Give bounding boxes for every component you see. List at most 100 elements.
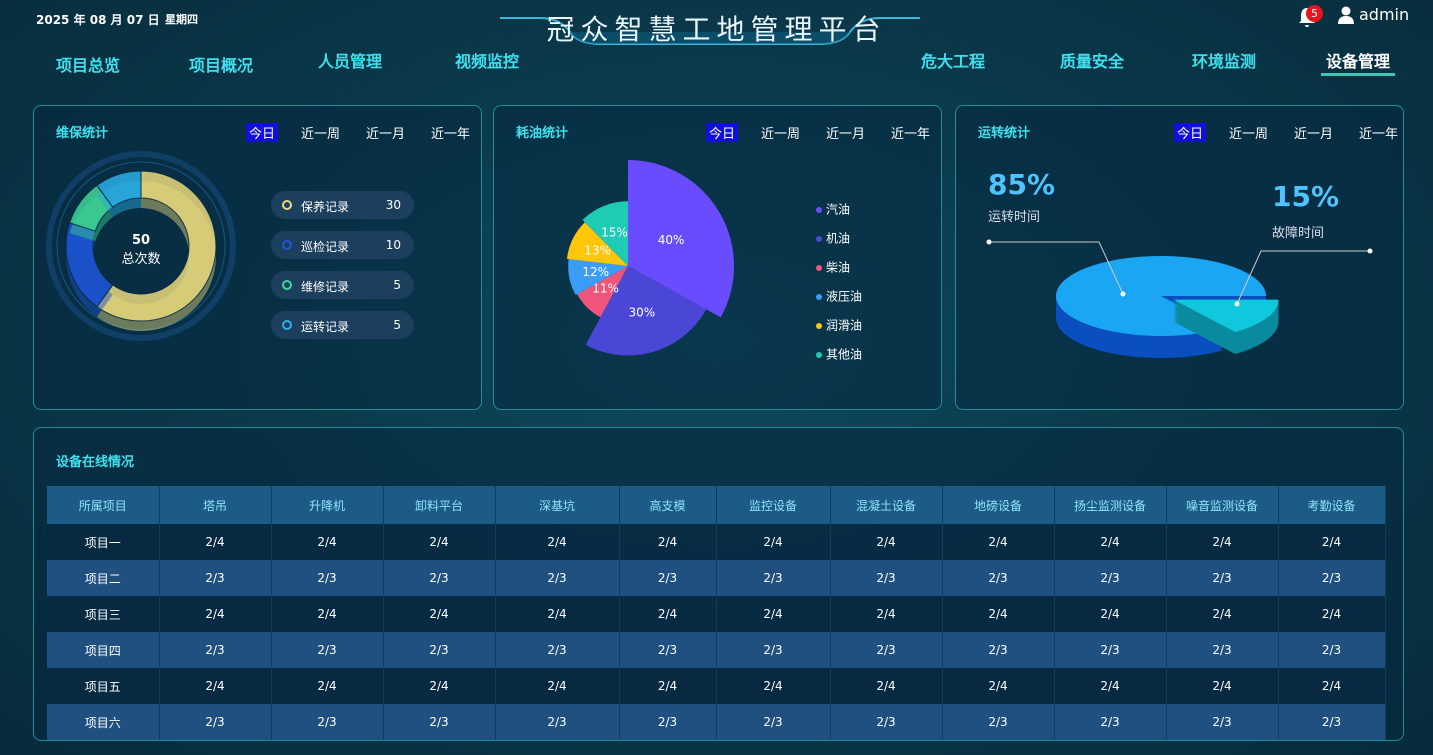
tab[interactable]: 近一周 [301,127,341,142]
donut-segment [96,170,142,208]
pie-slice [568,259,628,295]
pie-label: 12% [582,265,609,279]
table-row: 项目六 2/3 2/3 2/3 2/3 2/3 2/3 2/3 2/3 2/3 2/3 2/3 [47,704,1386,740]
table-cell: 2/4 [830,524,943,560]
table-cell: 2/3 [830,560,943,596]
notification-badge[interactable]: 5 [1306,5,1323,22]
nav-item[interactable]: 视频监控 [454,52,520,71]
pie3d-chart [986,239,1373,358]
table-row: 项目一 2/4 2/4 2/4 2/4 2/4 2/4 2/4 2/4 2/4 2/4 2/4 [47,524,1386,560]
column-header: 高支模 [619,486,717,524]
pie-label: 13% [584,244,611,258]
leader-dot [986,239,992,245]
table-cell: 2/4 [1278,596,1386,632]
nav-item[interactable]: 人员管理 [317,52,383,71]
table-cell: 2/4 [1278,524,1386,560]
table-cell: 2/4 [619,596,717,632]
pie-slice [628,160,734,318]
legend-name: 柴油 [826,261,850,275]
table-cell: 2/4 [1054,596,1167,632]
table-cell: 2/4 [830,668,943,704]
table-cell: 2/3 [942,560,1055,596]
legend-name: 其他油 [826,348,862,362]
table-cell: 2/4 [495,668,620,704]
pie-label: 30% [629,306,656,320]
tab[interactable]: 近一周 [1229,127,1269,142]
table-cell: 2/4 [271,596,384,632]
tab[interactable]: 近一年 [891,127,931,142]
table-row: 项目三 2/4 2/4 2/4 2/4 2/4 2/4 2/4 2/4 2/4 2/4 2/4 [47,596,1386,632]
nav-active-indicator [1321,73,1395,76]
user-name[interactable]: admin [1359,5,1410,24]
tab-group: 今日 近一周 近一月 近一年 [246,123,473,142]
tab[interactable]: 近一年 [1359,127,1399,142]
tab[interactable]: 今日 [706,123,739,142]
table-cell: 2/3 [716,560,831,596]
tab[interactable]: 近一年 [431,127,471,142]
nav-item[interactable]: 质量安全 [1059,52,1125,71]
column-header: 扬尘监测设备 [1054,486,1167,524]
panel-title: 运转统计 [978,126,1031,141]
nav-item[interactable]: 危大工程 [920,52,986,71]
header-row: 所属项目 塔吊 升降机 卸料平台 深基坑 高支模 监控设备 混凝土设备 地磅设备 扬尘监测设备 噪音… [47,486,1386,524]
table-cell: 2/3 [716,704,831,740]
column-header: 噪音监测设备 [1166,486,1279,524]
legend-name: 保养记录 [301,200,350,214]
table-cell: 2/4 [271,668,384,704]
table-cell: 2/4 [1166,668,1279,704]
table-cell: 2/3 [495,704,620,740]
table-cell: 项目四 [47,632,160,668]
legend-dot [282,320,292,330]
nav-item[interactable]: 设备管理 [1325,52,1391,71]
table-cell: 2/3 [1054,704,1167,740]
tab[interactable]: 今日 [246,123,279,142]
table-cell: 2/3 [271,632,384,668]
table-cell: 2/4 [383,524,496,560]
column-header: 地磅设备 [942,486,1055,524]
nav-item[interactable]: 项目总览 [55,56,121,75]
nav-item[interactable]: 项目概况 [188,56,254,75]
tab[interactable]: 今日 [1174,123,1207,142]
legend-dot [816,294,822,300]
leader-line [1236,250,1370,305]
nav-item[interactable]: 环境监测 [1191,52,1257,71]
percent-label: 故障时间 [1272,226,1325,241]
tab-group: 今日 近一周 近一月 近一年 [706,123,933,142]
leader-dot [1234,301,1240,307]
donut-chart: 50 总次数 [46,151,236,341]
legend-dot [282,200,292,210]
table-cell: 2/4 [495,596,620,632]
tab[interactable]: 近一月 [1294,127,1334,142]
table-cell: 项目二 [47,560,160,596]
equipment-panel: 设备在线情况 所属项目 塔吊 升降机 卸料平台 深基坑 高支模 监控设备 混凝土设备 地磅设备扬… [33,427,1404,741]
table-cell: 2/4 [619,524,717,560]
table-cell: 2/3 [383,560,496,596]
table-cell: 2/4 [1166,524,1279,560]
table-cell: 2/3 [1166,704,1279,740]
tab[interactable]: 近一月 [366,127,406,142]
table-cell: 2/4 [1278,668,1386,704]
column-header: 塔吊 [159,486,272,524]
legend-name: 巡检记录 [301,240,350,254]
table-cell: 2/3 [716,632,831,668]
table-cell: 2/3 [159,632,272,668]
pie-slice [585,266,707,356]
title-backdrop [500,17,920,45]
legend-item: 维修记录 5 [271,271,414,299]
legend-dot [816,352,822,358]
tab[interactable]: 近一月 [826,127,866,142]
leader-dot [1367,248,1373,254]
operation-panel: 运转统计 今日 近一周 近一月 近一年 85% 运转时间 15% 故障时间 [955,105,1404,410]
table-cell: 2/3 [942,632,1055,668]
legend-item: 运转记录 5 [271,311,414,339]
table-cell: 2/4 [1054,668,1167,704]
tab-group: 今日 近一周 近一月 近一年 [1174,123,1401,142]
equipment-table: 所属项目 塔吊 升降机 卸料平台 深基坑 高支模 监控设备 混凝土设备 地磅设备 扬尘监测设备 噪音… [47,486,1386,740]
tab[interactable]: 近一周 [761,127,801,142]
legend-value: 5 [393,278,401,292]
pie-label: 40% [658,233,685,247]
user-icon[interactable] [1338,6,1354,24]
table-cell: 2/4 [495,524,620,560]
table-cell: 2/3 [1278,560,1386,596]
